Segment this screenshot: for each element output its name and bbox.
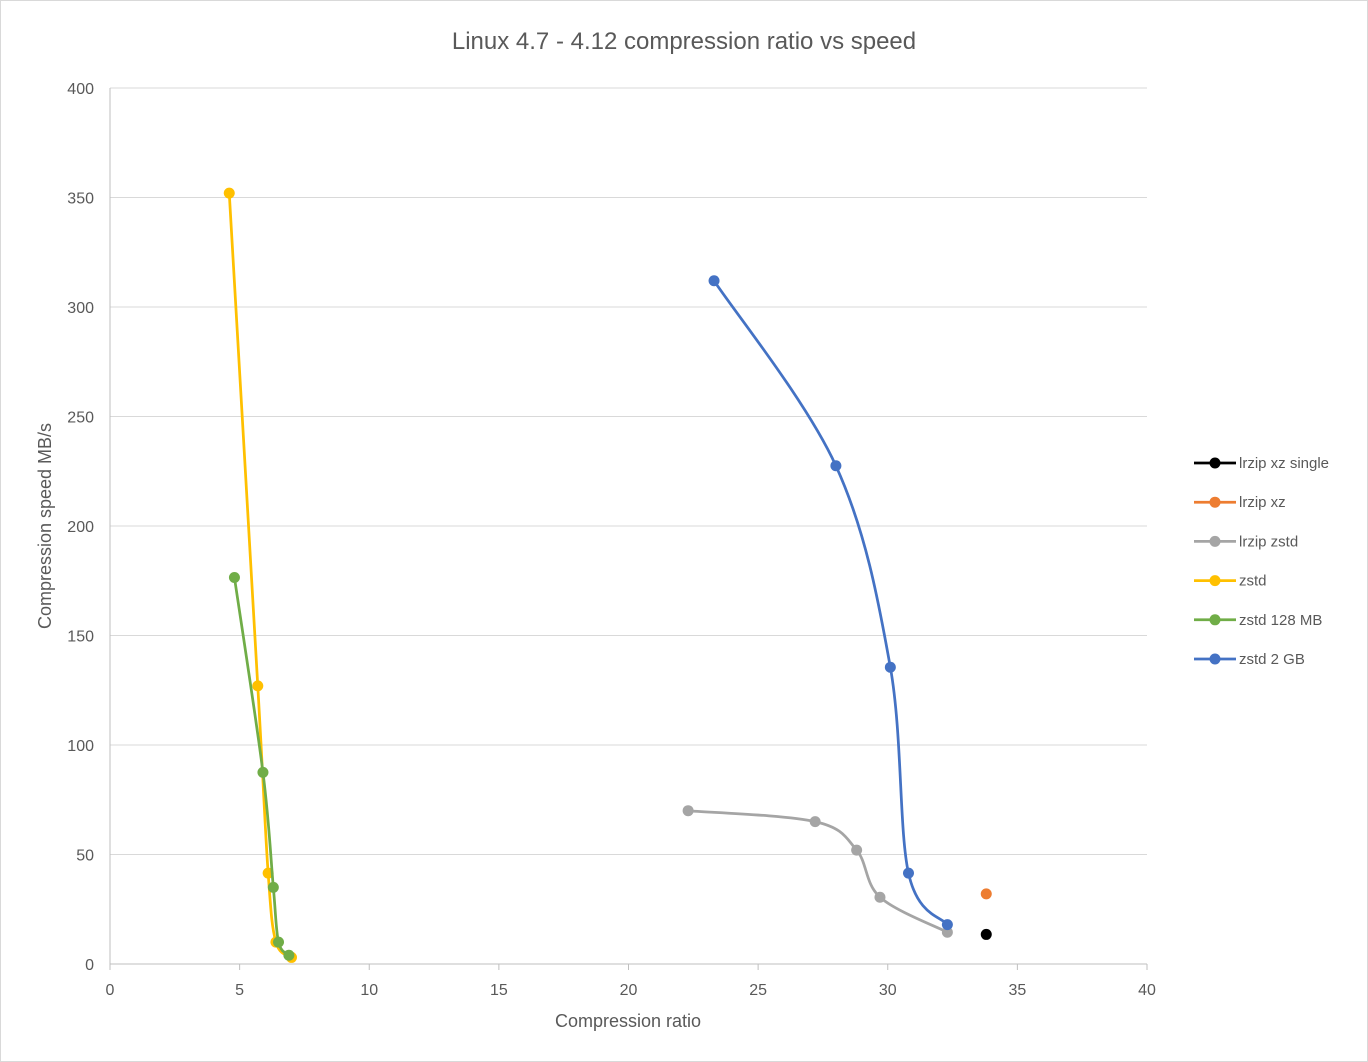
y-tick-label-250: 250: [67, 410, 94, 427]
legend-item-zstd: zstd: [1194, 573, 1267, 590]
y-axis-ticks: 0 50 100 150 200 250 300 350 400: [67, 81, 94, 974]
series-lrzip-zstd: [682, 805, 953, 938]
legend-marker-zstd-2-gb: [1209, 653, 1221, 665]
data-point-zstd-128-mb-1: [257, 766, 269, 778]
legend-marker-lrzip-zstd: [1209, 535, 1221, 547]
x-axis-ticks: 0 5 10 15 20 25 30 35 40: [106, 964, 1156, 999]
data-point-zstd-1: [252, 680, 264, 692]
legend-item-zstd-2-gb: zstd 2 GB: [1194, 651, 1305, 668]
grid-lines: [110, 87, 1147, 855]
data-point-zstd-2-gb-3: [902, 867, 914, 879]
data-point-zstd-128-mb-3: [273, 936, 285, 948]
series-lrzip-xz-single: [980, 928, 992, 940]
x-tick-label-20: 20: [620, 982, 638, 999]
y-tick-label-400: 400: [67, 81, 94, 98]
data-point-lrzip-zstd-2: [851, 844, 863, 856]
data-point-zstd-2-gb-4: [941, 919, 953, 931]
legend-label-lrzip-xz: lrzip xz: [1239, 494, 1286, 511]
series-layer: [223, 187, 992, 963]
data-point-lrzip-xz-0: [980, 888, 992, 900]
data-point-lrzip-zstd-0: [682, 805, 694, 817]
series-zstd-2-gb: [708, 275, 953, 931]
y-tick-label-200: 200: [67, 519, 94, 536]
legend-item-lrzip-zstd: lrzip zstd: [1194, 533, 1298, 550]
x-tick-label-40: 40: [1138, 982, 1156, 999]
y-tick-label-0: 0: [85, 957, 94, 974]
legend-label-zstd: zstd: [1239, 573, 1267, 590]
y-tick-label-50: 50: [76, 848, 94, 865]
data-point-zstd-2-gb-1: [830, 460, 842, 472]
legend-marker-lrzip-xz: [1209, 496, 1221, 508]
series-lrzip-xz: [980, 888, 992, 900]
legend-item-lrzip-xz: lrzip xz: [1194, 494, 1286, 511]
legend-marker-lrzip-xz-single: [1209, 457, 1221, 469]
x-tick-label-10: 10: [360, 982, 378, 999]
x-axis-label: Compression ratio: [555, 1011, 701, 1031]
data-point-lrzip-zstd-3: [874, 891, 886, 903]
legend: lrzip xz single lrzip xz lrzip zstd zstd zst…: [1194, 455, 1329, 668]
legend-label-zstd-128-mb: zstd 128 MB: [1239, 612, 1322, 629]
data-point-zstd-128-mb-0: [228, 571, 240, 583]
chart-title: Linux 4.7 - 4.12 compression ratio vs sp…: [452, 28, 916, 55]
data-point-lrzip-zstd-4: [941, 926, 953, 938]
y-tick-label-150: 150: [67, 629, 94, 646]
data-point-zstd-0: [223, 187, 235, 199]
data-point-zstd-128-mb-2: [267, 881, 279, 893]
legend-label-zstd-2-gb: zstd 2 GB: [1239, 651, 1305, 668]
series-line-zstd-128-mb: [233, 576, 291, 957]
legend-item-lrzip-xz-single: lrzip xz single: [1194, 455, 1329, 472]
data-point-lrzip-xz-single-0: [980, 928, 992, 940]
legend-label-lrzip-xz-single: lrzip xz single: [1239, 455, 1329, 472]
y-axis-label: Compression speed MB/s: [35, 423, 55, 629]
data-point-zstd-2-gb-2: [884, 661, 896, 673]
x-tick-label-15: 15: [490, 982, 508, 999]
x-tick-label-5: 5: [235, 982, 244, 999]
y-tick-label-100: 100: [67, 738, 94, 755]
data-point-zstd-128-mb-4: [283, 949, 295, 961]
x-tick-label-0: 0: [106, 982, 115, 999]
series-zstd-128-mb: [228, 571, 295, 961]
x-tick-label-35: 35: [1008, 982, 1026, 999]
y-tick-label-300: 300: [67, 300, 94, 317]
legend-marker-zstd-128-mb: [1209, 614, 1221, 626]
y-tick-label-350: 350: [67, 191, 94, 208]
x-tick-label-30: 30: [879, 982, 897, 999]
x-tick-label-25: 25: [749, 982, 767, 999]
legend-item-zstd-128-mb: zstd 128 MB: [1194, 612, 1322, 629]
legend-label-lrzip-zstd: lrzip zstd: [1239, 533, 1298, 550]
legend-marker-zstd: [1209, 575, 1221, 587]
data-point-lrzip-zstd-1: [809, 816, 821, 828]
data-point-zstd-2-gb-0: [708, 275, 720, 287]
